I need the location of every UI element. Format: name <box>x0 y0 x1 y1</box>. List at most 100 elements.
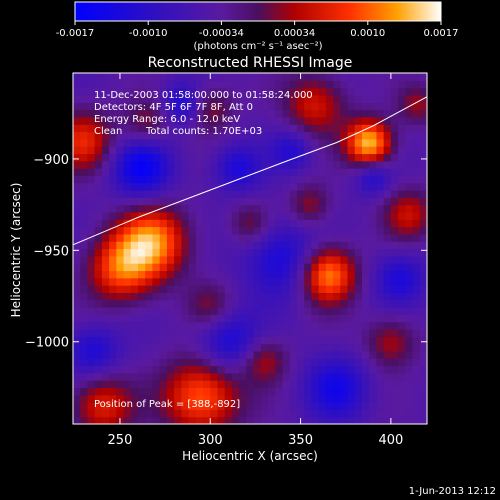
heatmap-cell <box>73 109 81 118</box>
heatmap-cell <box>73 73 81 81</box>
heatmap-cell <box>210 233 219 242</box>
heatmap-cell <box>109 380 117 389</box>
heatmap-cell <box>224 365 233 374</box>
heatmap-cell <box>354 241 363 250</box>
heatmap-cell <box>347 182 356 191</box>
heatmap-cell <box>383 328 392 337</box>
heatmap-cell <box>138 255 146 264</box>
heatmap-cell <box>145 160 154 169</box>
heatmap-cell <box>101 394 110 403</box>
heatmap-cell <box>145 146 154 155</box>
heatmap-cell <box>419 226 427 235</box>
heatmap-cell <box>347 350 356 359</box>
heatmap-cell <box>80 387 89 396</box>
heatmap-cell <box>73 358 81 367</box>
heatmap-cell <box>130 402 139 410</box>
heatmap-cell <box>130 321 139 330</box>
heatmap-cell <box>210 292 219 301</box>
heatmap-cell <box>304 175 312 184</box>
heatmap-cell <box>123 211 132 220</box>
heatmap-cell <box>239 131 247 140</box>
heatmap-cell <box>347 277 356 286</box>
heatmap-cell <box>195 255 204 264</box>
heatmap-cell <box>311 343 320 352</box>
heatmap-cell <box>347 146 356 155</box>
heatmap-cell <box>333 372 341 381</box>
heatmap-cell <box>159 292 168 301</box>
heatmap-cell <box>390 380 399 389</box>
heatmap-cell <box>123 94 132 103</box>
heatmap-cell <box>246 292 255 301</box>
heatmap-cell <box>282 416 291 424</box>
heatmap-cell <box>210 197 219 206</box>
heatmap-cell <box>181 277 190 286</box>
heatmap-cell <box>318 314 327 323</box>
heatmap-cell <box>333 409 341 418</box>
heatmap-cell <box>166 204 175 213</box>
heatmap-cell <box>361 380 370 389</box>
heatmap-cell <box>246 226 255 235</box>
heatmap-cell <box>239 116 247 125</box>
heatmap-cell <box>159 350 168 359</box>
heatmap-cell <box>195 336 204 345</box>
heatmap-cell <box>159 226 168 235</box>
heatmap-cell <box>210 146 219 155</box>
heatmap-cell <box>275 365 284 374</box>
heatmap-cell <box>311 153 320 162</box>
heatmap-cell <box>398 299 406 308</box>
heatmap-cell <box>138 292 146 301</box>
heatmap-cell <box>174 292 182 301</box>
heatmap-cell <box>390 255 399 264</box>
heatmap-cell <box>152 109 161 118</box>
heatmap-cell <box>361 365 370 374</box>
heatmap-cell <box>239 409 247 418</box>
heatmap-cell <box>159 248 168 257</box>
heatmap-cell <box>260 365 269 374</box>
heatmap-cell <box>311 102 320 111</box>
heatmap-cell <box>80 73 89 81</box>
heatmap-cell <box>412 175 421 184</box>
heatmap-cell <box>116 241 125 250</box>
heatmap-cell <box>354 270 363 279</box>
heatmap-cell <box>296 131 305 140</box>
heatmap-cell <box>412 226 421 235</box>
heatmap-cell <box>412 372 421 381</box>
heatmap-cell <box>94 153 103 162</box>
heatmap-cell <box>87 387 96 396</box>
heatmap-cell <box>311 292 320 301</box>
annotation-time-range: 11-Dec-2003 01:58:00.000 to 01:58:24.000 <box>94 90 313 101</box>
heatmap-cell <box>275 124 284 133</box>
heatmap-cell <box>217 241 226 250</box>
heatmap-cell <box>159 102 168 111</box>
heatmap-cell <box>80 402 89 410</box>
heatmap-cell <box>412 131 421 140</box>
heatmap-cell <box>94 299 103 308</box>
heatmap-cell <box>152 277 161 286</box>
heatmap-cell <box>412 109 421 118</box>
heatmap-cell <box>296 80 305 89</box>
heatmap-cell <box>398 211 406 220</box>
heatmap-cell <box>340 387 349 396</box>
heatmap-cell <box>325 336 334 345</box>
heatmap-cell <box>159 146 168 155</box>
heatmap-cell <box>217 153 226 162</box>
heatmap-cell <box>138 109 146 118</box>
heatmap-cell <box>174 328 182 337</box>
heatmap-cell <box>340 365 349 374</box>
heatmap-cell <box>231 380 240 389</box>
heatmap-cell <box>253 365 262 374</box>
heatmap-cell <box>73 190 81 198</box>
heatmap-cell <box>390 336 399 345</box>
heatmap-cell <box>159 241 168 250</box>
heatmap-cell <box>311 372 320 381</box>
heatmap-cell <box>383 94 392 103</box>
heatmap-cell <box>152 102 161 111</box>
heatmap-cell <box>347 124 356 133</box>
heatmap-cell <box>80 416 89 424</box>
heatmap-cell <box>296 365 305 374</box>
heatmap-cell <box>333 270 341 279</box>
heatmap-cell <box>354 219 363 228</box>
heatmap-cell <box>116 328 125 337</box>
heatmap-cell <box>80 160 89 169</box>
heatmap-cell <box>383 292 392 301</box>
